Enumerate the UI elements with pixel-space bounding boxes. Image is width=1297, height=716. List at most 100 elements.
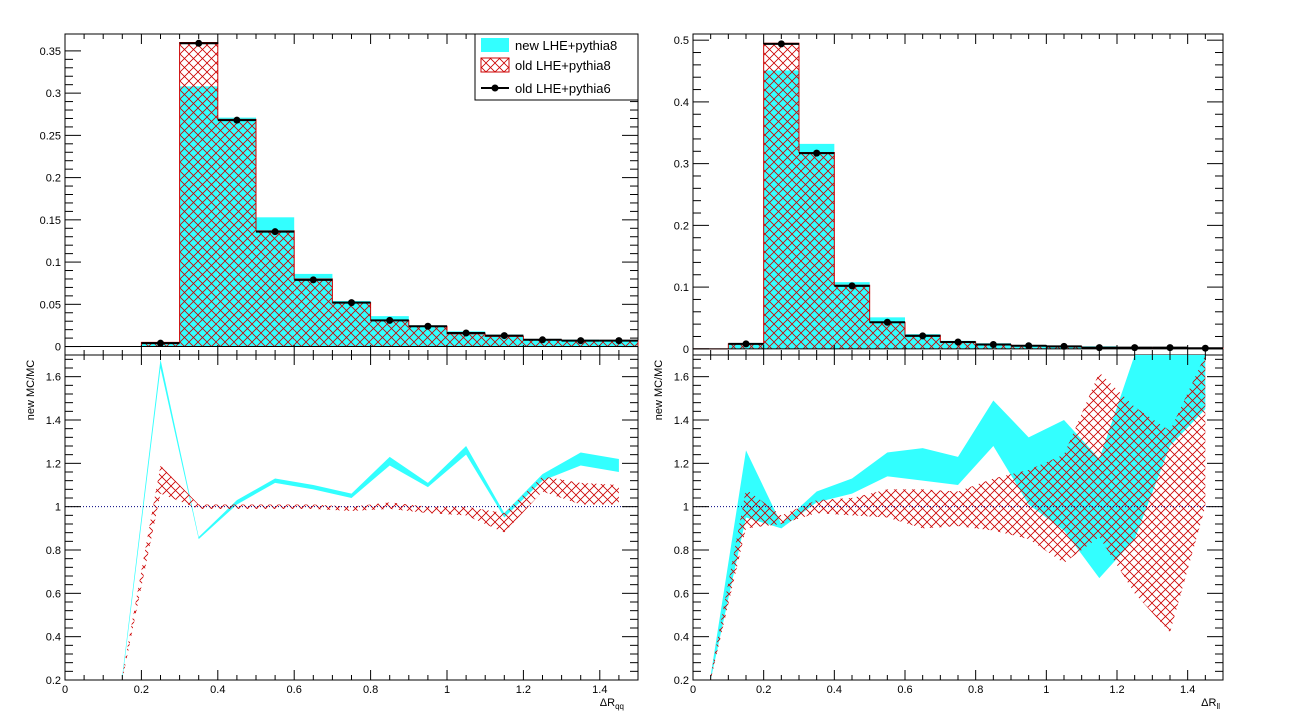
left-bottom-xtick-label-3: 0.6 bbox=[287, 684, 302, 696]
left-bottom-ytick-label-2: 0.6 bbox=[46, 588, 61, 600]
right-top-old-pythia6-point-12 bbox=[1131, 344, 1139, 352]
left-bottom-bands bbox=[122, 359, 619, 680]
right-bottom-xtick-label-0: 0 bbox=[690, 684, 696, 696]
right-top-old-pythia6-point-11 bbox=[1095, 344, 1103, 352]
left-top-old-pythia6-point-7 bbox=[348, 299, 355, 307]
left-bottom-xtick-label-1: 0.2 bbox=[134, 684, 149, 696]
left-top-ytick-label-5: 0.25 bbox=[40, 130, 61, 142]
right-top-old-pythia8-bar-6 bbox=[905, 335, 941, 349]
left-ratio-panel: 0.20.40.60.811.21.41.60 0.2 0.4 0.6 0.8 1 1.2 1… bbox=[25, 354, 639, 711]
left-top-old-pythia6-point-6 bbox=[309, 276, 317, 284]
right-bottom-ytick-label-6: 1.4 bbox=[674, 415, 689, 427]
left-bottom-ytick-label-0: 0.2 bbox=[46, 675, 61, 687]
left-bottom-ytick-label-6: 1.4 bbox=[46, 415, 61, 427]
right-bottom-xtick-label-6: 1.2 bbox=[1109, 684, 1124, 696]
left-top-old-pythia6-point-12 bbox=[539, 336, 546, 344]
right-top-old-pythia6-point-4 bbox=[848, 282, 856, 290]
left-top-ytick-label-6: 0.3 bbox=[46, 88, 61, 100]
left-bottom-ytick-label-7: 1.6 bbox=[46, 372, 61, 384]
right-bottom-ytick-label-3: 0.8 bbox=[674, 545, 689, 557]
right-top-ytick-label-0: 0 bbox=[683, 344, 689, 356]
left-bottom-old-pythia8-band bbox=[122, 465, 619, 680]
right-top-old-pythia8-bar-5 bbox=[869, 322, 905, 349]
left-bottom-axes: 0.20.40.60.811.21.41.60 0.2 0.4 0.6 0.8 1 1.2 1… bbox=[46, 355, 639, 696]
right-bottom-xtick-label-5: 1 bbox=[1043, 684, 1049, 696]
right-bottom-xtick-label-1: 0.2 bbox=[756, 684, 771, 696]
right-bottom-ytick-label-2: 0.6 bbox=[674, 588, 689, 600]
left-bottom-marks bbox=[65, 359, 638, 680]
left-top-ytick-label-3: 0.15 bbox=[40, 215, 61, 227]
right-bottom-ytick-label-4: 1 bbox=[683, 502, 689, 514]
left-top-old-pythia6-point-9 bbox=[424, 322, 432, 330]
left-top-ytick-label-1: 0.05 bbox=[40, 299, 61, 311]
right-bottom-ytick-label-7: 1.6 bbox=[674, 372, 689, 384]
left-top-old-pythia8-bar-4 bbox=[217, 119, 256, 347]
left-bottom-xtick-label-0: 0 bbox=[62, 684, 68, 696]
left-top-ytick-label-2: 0.1 bbox=[46, 257, 61, 269]
left-ratio-ylabel: new MC/MC bbox=[25, 360, 37, 421]
left-top-old-pythia6-point-3 bbox=[195, 39, 203, 47]
left-top-axes: 0 0.05 0.1 0.15 0.2 0.25 0.3 0.35 bbox=[40, 34, 639, 355]
legend-swatch-new-pythia8 bbox=[481, 38, 509, 52]
right-ratio-ylabel: new MC/MC bbox=[653, 360, 665, 421]
left-top-old-pythia8-bar-8 bbox=[370, 320, 409, 347]
right-bottom-xtick-label-3: 0.6 bbox=[897, 684, 912, 696]
left-bottom-xtick-label-4: 0.8 bbox=[363, 684, 378, 696]
right-top-old-pythia6-point-2 bbox=[777, 40, 785, 48]
legend-label-new-pythia8: new LHE+pythia8 bbox=[515, 38, 617, 53]
left-top-ytick-label-7: 0.35 bbox=[40, 46, 61, 58]
left-bottom-xtick-label-2: 0.4 bbox=[210, 684, 225, 696]
left-top-old-pythia6-point-4 bbox=[233, 116, 241, 124]
right-top-old-pythia8-bar-4 bbox=[834, 285, 870, 349]
right-top-ytick-label-2: 0.2 bbox=[674, 220, 689, 232]
left-top-old-pythia6-point-5 bbox=[271, 228, 279, 236]
legend: new LHE+pythia8 old LHE+pythia8 old LHE+… bbox=[474, 33, 639, 101]
legend-label-old-pythia8: old LHE+pythia8 bbox=[515, 58, 611, 73]
left-top-old-pythia6-point-10 bbox=[462, 329, 470, 337]
left-top-old-pythia6-point-2 bbox=[157, 339, 164, 347]
right-top-ytick-label-3: 0.3 bbox=[674, 159, 689, 171]
right-top-old-pythia6-point-7 bbox=[954, 338, 962, 346]
left-ratio-xlabel: ΔRqq bbox=[600, 697, 624, 711]
right-bottom-ytick-label-5: 1.2 bbox=[674, 458, 689, 470]
left-bottom-frame bbox=[64, 354, 639, 681]
right-top-axes: 0 0.1 0.2 0.3 0.4 0.5 bbox=[674, 34, 1224, 356]
right-top-marks bbox=[693, 40, 1224, 352]
right-top-old-pythia6-point-1 bbox=[742, 340, 750, 348]
right-top-old-pythia6-point-6 bbox=[919, 332, 927, 340]
right-ratio-xlabel: ΔRll bbox=[1201, 697, 1220, 711]
right-bottom-old-pythia8-band bbox=[710, 355, 1206, 680]
left-top-old-pythia8-bar-5 bbox=[256, 230, 295, 347]
left-bottom-ytick-label-5: 1.2 bbox=[46, 458, 61, 470]
left-top-old-pythia8-bar-9 bbox=[408, 326, 447, 347]
right-distribution-panel: 0 0.1 0.2 0.3 0.4 0.5 bbox=[674, 33, 1224, 356]
left-top-old-pythia8-bar-10 bbox=[447, 333, 486, 347]
right-top-old-pythia6-point-14 bbox=[1201, 344, 1209, 352]
right-top-old-pythia8-bar-3 bbox=[799, 152, 835, 349]
legend-label-old-pythia6: old LHE+pythia6 bbox=[515, 81, 611, 96]
left-top-old-pythia8-bar-11 bbox=[485, 336, 524, 347]
left-top-old-pythia8-bar-7 bbox=[332, 302, 371, 347]
left-bottom-ytick-label-4: 1 bbox=[55, 502, 61, 514]
right-bottom-xtick-label-7: 1.4 bbox=[1180, 684, 1195, 696]
left-bottom-ytick-label-1: 0.4 bbox=[46, 632, 61, 644]
right-bottom-ytick-label-0: 0.2 bbox=[674, 675, 689, 687]
right-bottom-bands bbox=[710, 355, 1206, 680]
right-bottom-xtick-label-2: 0.4 bbox=[827, 684, 842, 696]
left-bottom-xtick-label-5: 1 bbox=[444, 684, 450, 696]
left-top-old-pythia8-bar-6 bbox=[294, 278, 333, 347]
right-top-old-pythia8-bar-2 bbox=[763, 43, 799, 349]
left-top-old-pythia6-point-14 bbox=[615, 337, 623, 345]
right-bottom-xtick-label-4: 0.8 bbox=[968, 684, 983, 696]
left-bottom-new-pythia8-band bbox=[122, 359, 619, 680]
left-distribution-panel: 0 0.05 0.1 0.15 0.2 0.25 0.3 0.35 bbox=[40, 33, 639, 356]
right-top-old-pythia6-point-8 bbox=[989, 341, 997, 349]
left-top-old-pythia8-bar-3 bbox=[179, 42, 218, 347]
left-bottom-xtick-label-6: 1.2 bbox=[516, 684, 531, 696]
right-top-old-pythia6-point-3 bbox=[813, 149, 821, 157]
right-top-old-pythia6-point-13 bbox=[1166, 344, 1174, 352]
right-top-ytick-label-4: 0.4 bbox=[674, 97, 689, 109]
left-bottom-ytick-label-3: 0.8 bbox=[46, 545, 61, 557]
right-top-ytick-label-5: 0.5 bbox=[674, 35, 689, 47]
